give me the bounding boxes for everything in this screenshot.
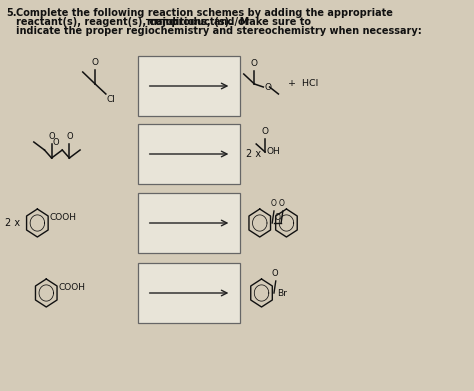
Text: major: major: [146, 17, 177, 27]
Text: O: O: [270, 199, 276, 208]
Text: 2 x: 2 x: [5, 218, 20, 228]
Text: +  HCl: + HCl: [288, 79, 319, 88]
Text: Complete the following reaction schemes by adding the appropriate: Complete the following reaction schemes …: [16, 8, 393, 18]
Bar: [138, 193, 240, 253]
Text: O: O: [279, 199, 285, 208]
Text: O: O: [251, 59, 258, 68]
Bar: [138, 56, 240, 116]
Text: O: O: [264, 83, 271, 91]
Text: COOH: COOH: [50, 213, 77, 222]
Text: product(s).  Make sure to: product(s). Make sure to: [168, 17, 311, 27]
Text: COOH: COOH: [59, 283, 86, 292]
Text: 5.: 5.: [6, 8, 17, 18]
Text: O: O: [53, 138, 59, 147]
Text: reactant(s), reagent(s), conditions, and/or: reactant(s), reagent(s), conditions, and…: [16, 17, 253, 27]
Text: 2 x: 2 x: [246, 149, 261, 159]
Text: O: O: [272, 269, 278, 278]
Text: Br: Br: [278, 289, 287, 298]
Bar: [138, 124, 240, 184]
Text: OH: OH: [267, 147, 281, 156]
Text: O: O: [274, 213, 281, 222]
Text: O: O: [66, 132, 73, 141]
Text: O: O: [91, 58, 99, 67]
Text: O: O: [48, 132, 55, 141]
Bar: [138, 263, 240, 323]
Text: indicate the proper regiochemistry and stereochemistry when necessary:: indicate the proper regiochemistry and s…: [16, 26, 422, 36]
Text: Cl: Cl: [107, 95, 116, 104]
Text: O: O: [262, 127, 269, 136]
